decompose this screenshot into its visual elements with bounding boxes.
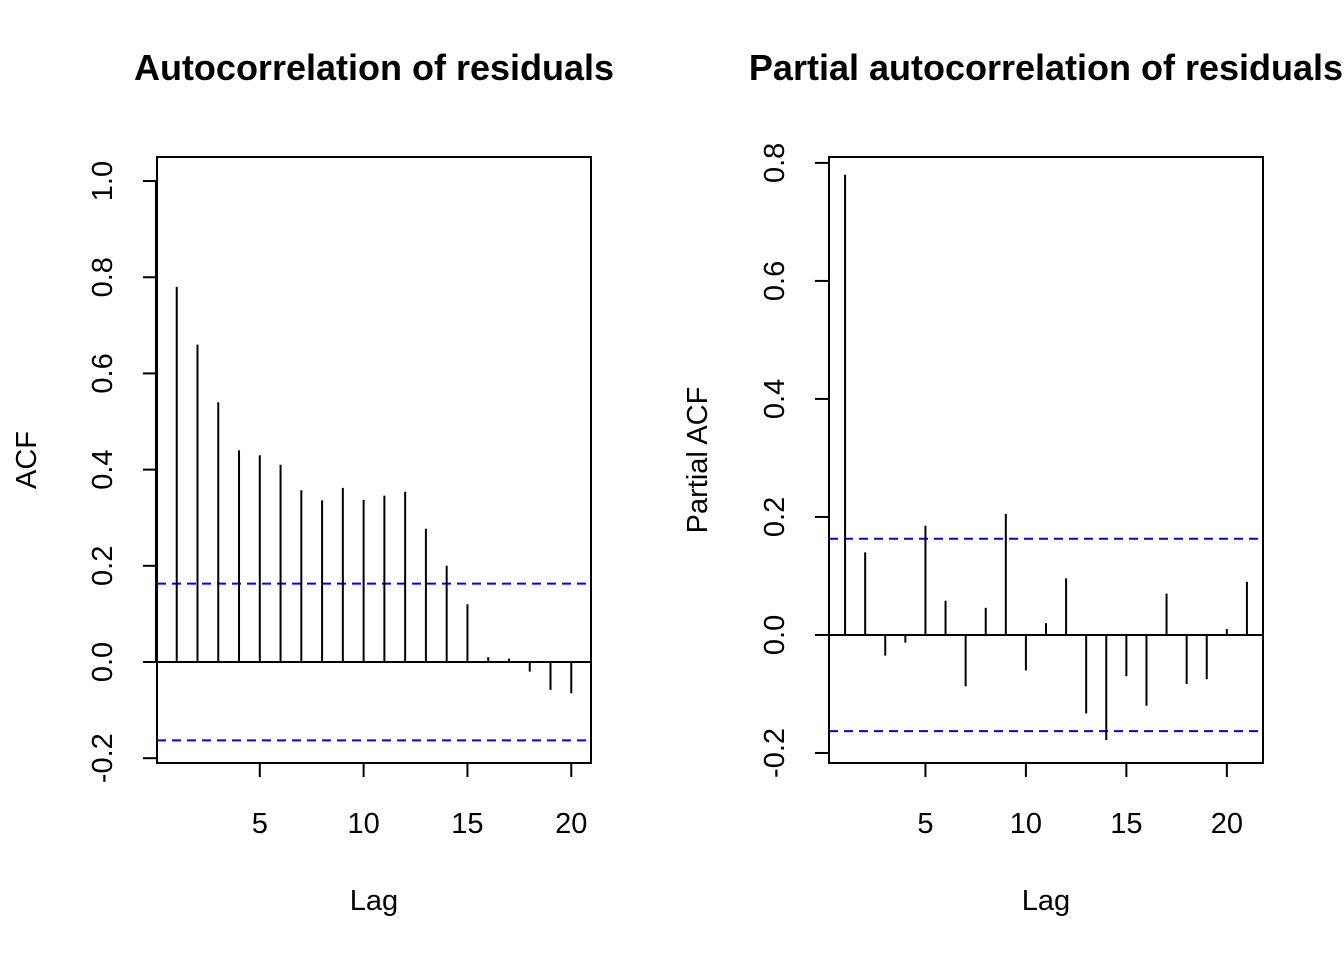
acf-x-tick-label: 5 bbox=[252, 808, 268, 840]
pacf-y-tick-label: 0.2 bbox=[759, 497, 791, 537]
acf-y-tick-label: 0.2 bbox=[87, 546, 119, 586]
pacf-x-tick-label: 15 bbox=[1110, 808, 1142, 840]
pacf-panel: Partial autocorrelation of residuals Lag… bbox=[682, 47, 1343, 917]
acf-y-axis-label: ACF bbox=[11, 431, 43, 489]
pacf-plot-frame bbox=[828, 156, 1264, 764]
pacf-plot-area: 5 10 15 20 -0.2 0.0 0.2 0.4 0.6 0.8 bbox=[759, 143, 1264, 840]
pacf-x-tick-label: 10 bbox=[1010, 808, 1042, 840]
acf-y-tick-label: 0.0 bbox=[87, 642, 119, 682]
acf-title: Autocorrelation of residuals bbox=[134, 47, 614, 88]
pacf-title: Partial autocorrelation of residuals bbox=[749, 47, 1343, 88]
pacf-y-axis-label: Partial ACF bbox=[682, 387, 714, 534]
acf-x-tick-label: 10 bbox=[347, 808, 379, 840]
pacf-y-tick-label: 0.8 bbox=[759, 143, 791, 183]
acf-y-tick-label: 0.6 bbox=[87, 353, 119, 393]
pacf-y-tick-label: -0.2 bbox=[759, 728, 791, 778]
pacf-x-tick-label: 5 bbox=[917, 808, 933, 840]
acf-y-tick-label: 0.4 bbox=[87, 449, 119, 489]
acf-x-tick-label: 15 bbox=[451, 808, 483, 840]
acf-x-tick-label: 20 bbox=[555, 808, 587, 840]
pacf-x-tick-label: 20 bbox=[1211, 808, 1243, 840]
acf-plot-area: 5 10 15 20 -0.2 0.0 0.2 0.4 0.6 0.8 1.0 bbox=[87, 156, 592, 840]
acf-plot-frame bbox=[156, 156, 592, 764]
acf-y-tick-label: 0.8 bbox=[87, 257, 119, 297]
acf-y-tick-label: 1.0 bbox=[87, 161, 119, 201]
acf-y-tick-label: -0.2 bbox=[87, 733, 119, 783]
pacf-x-axis-label: Lag bbox=[1022, 885, 1070, 917]
acf-panel: Autocorrelation of residuals Lag ACF bbox=[11, 47, 614, 917]
pacf-y-tick-label: 0.4 bbox=[759, 379, 791, 419]
pacf-y-tick-label: 0.0 bbox=[759, 615, 791, 655]
pacf-y-tick-label: 0.6 bbox=[759, 261, 791, 301]
acf-x-axis-label: Lag bbox=[350, 885, 398, 917]
